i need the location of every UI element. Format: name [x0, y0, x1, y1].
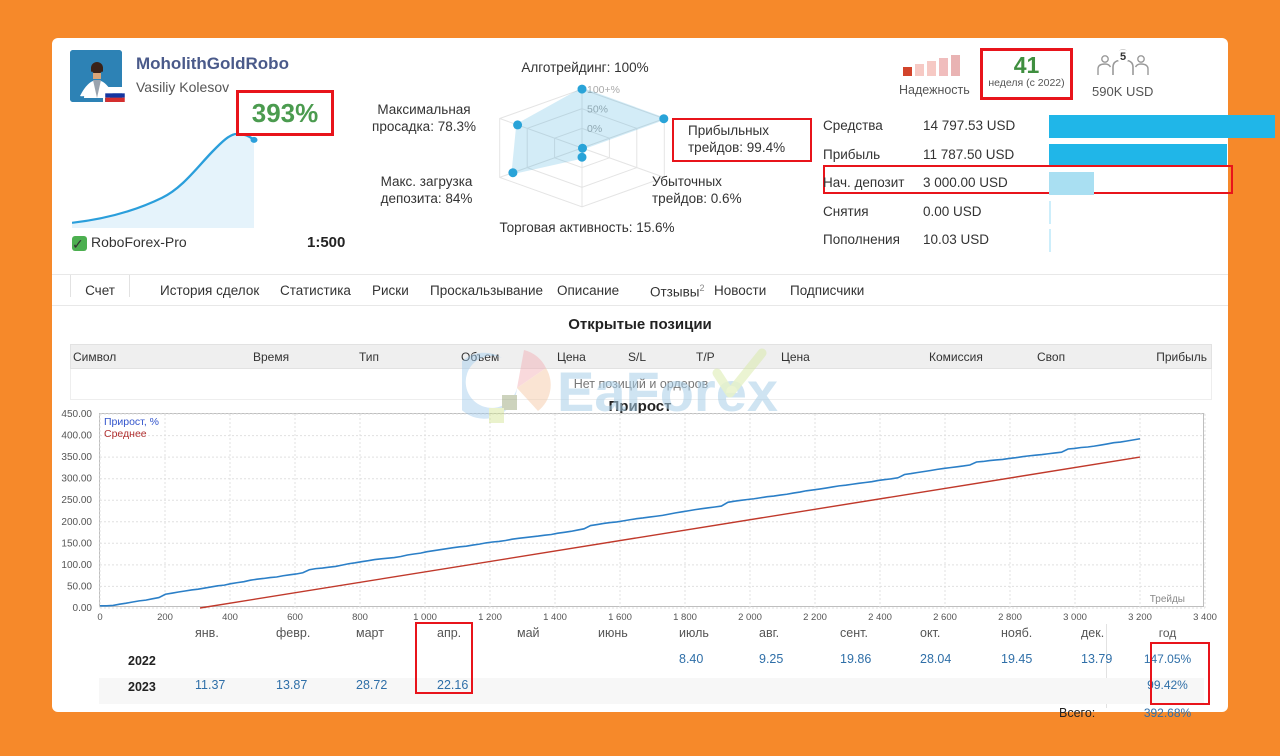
svg-text:0: 0 [97, 612, 102, 623]
svg-text:400: 400 [222, 612, 238, 623]
svg-text:0.00: 0.00 [73, 603, 93, 614]
svg-text:2 000: 2 000 [738, 612, 762, 623]
svg-text:3 200: 3 200 [1128, 612, 1152, 623]
svg-text:2 600: 2 600 [933, 612, 957, 623]
svg-text:1 400: 1 400 [543, 612, 567, 623]
svg-text:1 200: 1 200 [478, 612, 502, 623]
svg-text:3 400: 3 400 [1193, 612, 1217, 623]
svg-text:200.00: 200.00 [61, 517, 92, 528]
svg-text:450.00: 450.00 [61, 409, 92, 420]
svg-text:1 800: 1 800 [673, 612, 697, 623]
svg-text:100.00: 100.00 [61, 560, 92, 571]
svg-text:Прирост, %: Прирост, % [104, 416, 159, 428]
svg-text:250.00: 250.00 [61, 495, 92, 506]
svg-text:Среднее: Среднее [104, 428, 147, 440]
svg-text:600: 600 [287, 612, 303, 623]
svg-text:200: 200 [157, 612, 173, 623]
svg-text:300.00: 300.00 [61, 474, 92, 485]
svg-text:800: 800 [352, 612, 368, 623]
svg-text:3 000: 3 000 [1063, 612, 1087, 623]
svg-text:2 800: 2 800 [998, 612, 1022, 623]
svg-text:400.00: 400.00 [61, 431, 92, 442]
svg-text:Трейды: Трейды [1150, 594, 1185, 605]
svg-text:2 400: 2 400 [868, 612, 892, 623]
svg-text:350.00: 350.00 [61, 452, 92, 463]
svg-text:1 600: 1 600 [608, 612, 632, 623]
svg-text:2 200: 2 200 [803, 612, 827, 623]
svg-text:5: 5 [1120, 51, 1126, 63]
svg-text:50.00: 50.00 [67, 581, 92, 592]
svg-text:150.00: 150.00 [61, 538, 92, 549]
